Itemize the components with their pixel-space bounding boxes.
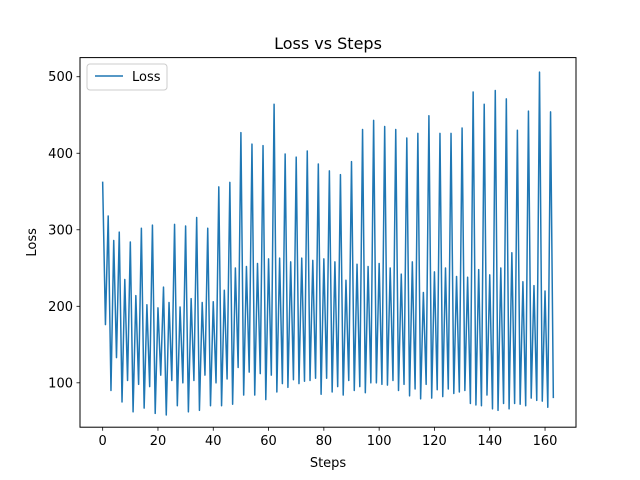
x-tick-label: 60: [260, 434, 277, 449]
legend-label-loss: Loss: [132, 70, 161, 85]
chart-title: Loss vs Steps: [274, 34, 382, 53]
plot-area: [101, 71, 555, 416]
y-tick-label: 300: [48, 223, 73, 238]
y-tick-label: 500: [48, 70, 73, 85]
plot-frame: [79, 57, 577, 428]
x-tick-label: 120: [422, 434, 447, 449]
x-tick-label: 80: [316, 434, 333, 449]
x-tick-label: 100: [367, 434, 392, 449]
x-axis-label: Steps: [310, 456, 347, 471]
y-tick-label: 100: [48, 376, 73, 391]
x-tick-label: 140: [477, 434, 502, 449]
legend: Loss: [86, 63, 168, 91]
x-tick-label: 40: [205, 434, 222, 449]
x-tick-label: 20: [150, 434, 167, 449]
y-axis-label: Loss: [25, 228, 40, 257]
series-line-loss: [101, 71, 555, 416]
y-tick-label: 400: [48, 147, 73, 162]
y-tick-label: 200: [48, 300, 73, 315]
x-tick-label: 0: [99, 434, 107, 449]
x-tick-label: 160: [533, 434, 558, 449]
x-axis: 0 20 40 60 80 100 120 140 160: [99, 427, 558, 449]
legend-box: [86, 63, 168, 91]
y-axis: 100 200 300 400 500: [48, 70, 80, 391]
